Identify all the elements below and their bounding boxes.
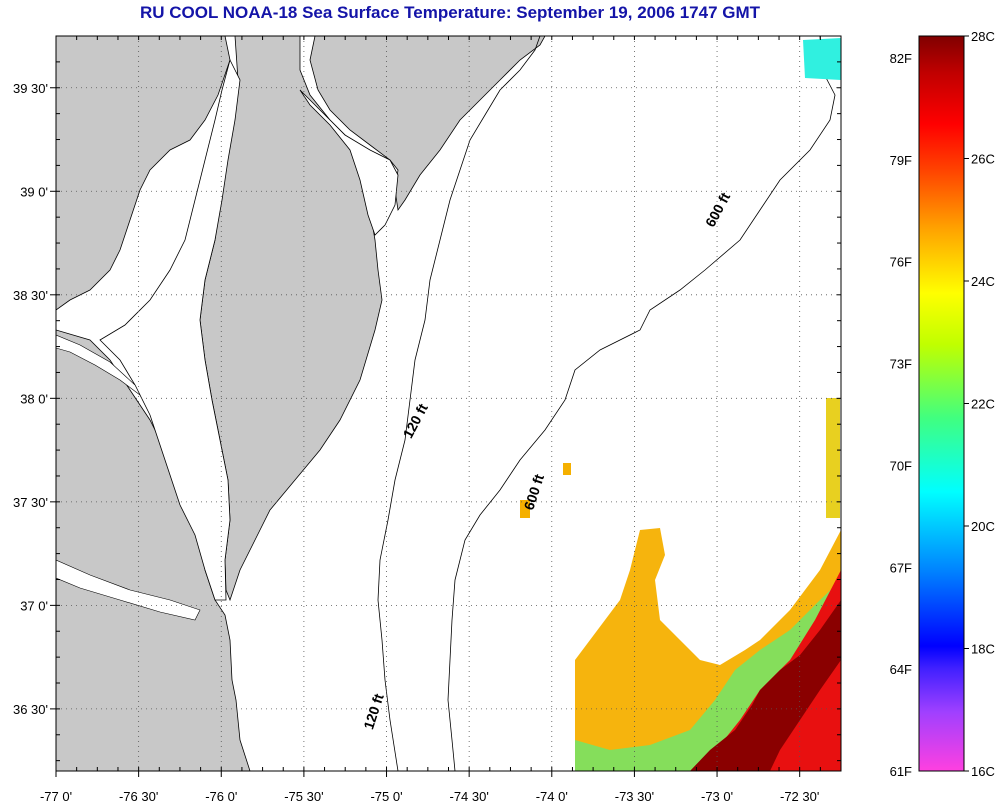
colorbar-label-f: 61F [890, 764, 912, 779]
page-title: RU COOL NOAA-18 Sea Surface Temperature:… [139, 3, 761, 22]
colorbar-gradient [918, 35, 965, 772]
colorbar-label-f: 79F [890, 153, 912, 168]
colorbar-label-f: 82F [890, 51, 912, 66]
x-tick-label: -74 30' [449, 789, 488, 804]
colorbar-label-f: 76F [890, 255, 912, 270]
colorbar-label-c: 16C [971, 764, 995, 779]
james-river [56, 559, 201, 621]
y-tick-label: 36 30' [13, 702, 48, 717]
colorbar-label-c: 22C [971, 397, 995, 412]
x-tick-label: -75 30' [284, 789, 323, 804]
colorbar-label-c: 26C [971, 152, 995, 167]
sst-patch-red [700, 570, 841, 771]
colorbar-label-c: 18C [971, 642, 995, 657]
contour-120ft [377, 36, 541, 771]
y-tick-label: 38 30' [13, 288, 48, 303]
grid [56, 36, 841, 771]
x-tick-label: -77 0' [40, 789, 72, 804]
sst-patch-small-1 [520, 500, 530, 518]
colorbar-label-c: 24C [971, 274, 995, 289]
land-new-jersey [309, 36, 546, 212]
sst-patch-small-2 [563, 463, 571, 475]
sst-patch-small-3 [826, 398, 840, 518]
colorbar-label-f: 67F [890, 560, 912, 575]
y-tick-label: 37 0' [20, 598, 48, 613]
x-tick-label: -76 30' [119, 789, 158, 804]
colorbar-label-c: 20C [971, 519, 995, 534]
chesapeake-bay [99, 58, 241, 601]
y-tick-label: 39 0' [20, 184, 48, 199]
colorbar-label-f: 73F [890, 357, 912, 372]
x-tick-label: -75 0' [370, 789, 402, 804]
colorbar-label-c: 28C [971, 29, 995, 44]
land-mainland [56, 36, 231, 311]
y-tick-label: 39 30' [13, 81, 48, 96]
x-tick-label: -73 30' [615, 789, 654, 804]
colorbar: 82F 79F 76F 73F 70F 67F 64F 61F 28C 26C 24C 22C 20C 1… [890, 29, 995, 779]
potomac-river [56, 334, 141, 396]
map-axes: -77 0' -76 30' -76 0' -75 30' -75 0' -74 30' -… [13, 35, 842, 804]
x-tick-label: -73 0' [701, 789, 733, 804]
sst-patch-darkred [690, 600, 841, 771]
x-tick-label: -76 0' [205, 789, 237, 804]
y-tick-label: 37 30' [13, 495, 48, 510]
contour-600ft [447, 36, 836, 771]
colorbar-label-f: 64F [890, 662, 912, 677]
delaware-bay [299, 89, 399, 236]
y-tick-label: 38 0' [20, 391, 48, 406]
x-tick-label: -74 0' [536, 789, 568, 804]
colorbar-label-f: 70F [890, 458, 912, 473]
sst-patch-cyan [803, 38, 841, 80]
colorbar-labels: 82F 79F 76F 73F 70F 67F 64F 61F 28C 26C 24C 22C 20C 1… [890, 29, 995, 779]
x-tick-label: -72 30' [780, 789, 819, 804]
